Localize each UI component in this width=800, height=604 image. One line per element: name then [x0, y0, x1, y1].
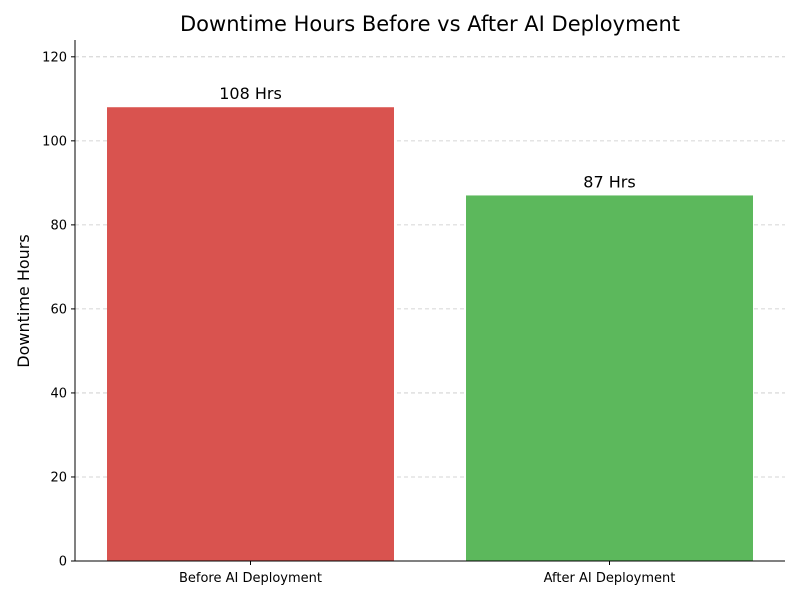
y-tick-label: 60 — [50, 302, 67, 317]
data-labels: 108 Hrs 87 Hrs — [219, 84, 635, 191]
bar — [107, 107, 394, 562]
bars — [107, 107, 753, 562]
y-tick-label: 80 — [50, 218, 67, 233]
y-tick-label: 120 — [42, 50, 67, 65]
x-ticks: Before AI Deployment After AI Deployment — [179, 561, 675, 586]
x-tick-label: After AI Deployment — [544, 571, 676, 586]
y-ticks: 0 20 40 60 80 100 120 — [42, 50, 75, 570]
y-tick-label: 40 — [50, 386, 67, 401]
bar — [466, 195, 753, 562]
y-tick-label: 20 — [50, 470, 67, 485]
y-axis-label: Downtime Hours — [14, 234, 33, 367]
data-label: 108 Hrs — [219, 84, 282, 103]
chart-title: Downtime Hours Before vs After AI Deploy… — [180, 12, 680, 36]
y-tick-label: 100 — [42, 134, 67, 149]
x-tick-label: Before AI Deployment — [179, 571, 322, 586]
y-tick-label: 0 — [59, 555, 67, 570]
data-label: 87 Hrs — [583, 172, 635, 191]
